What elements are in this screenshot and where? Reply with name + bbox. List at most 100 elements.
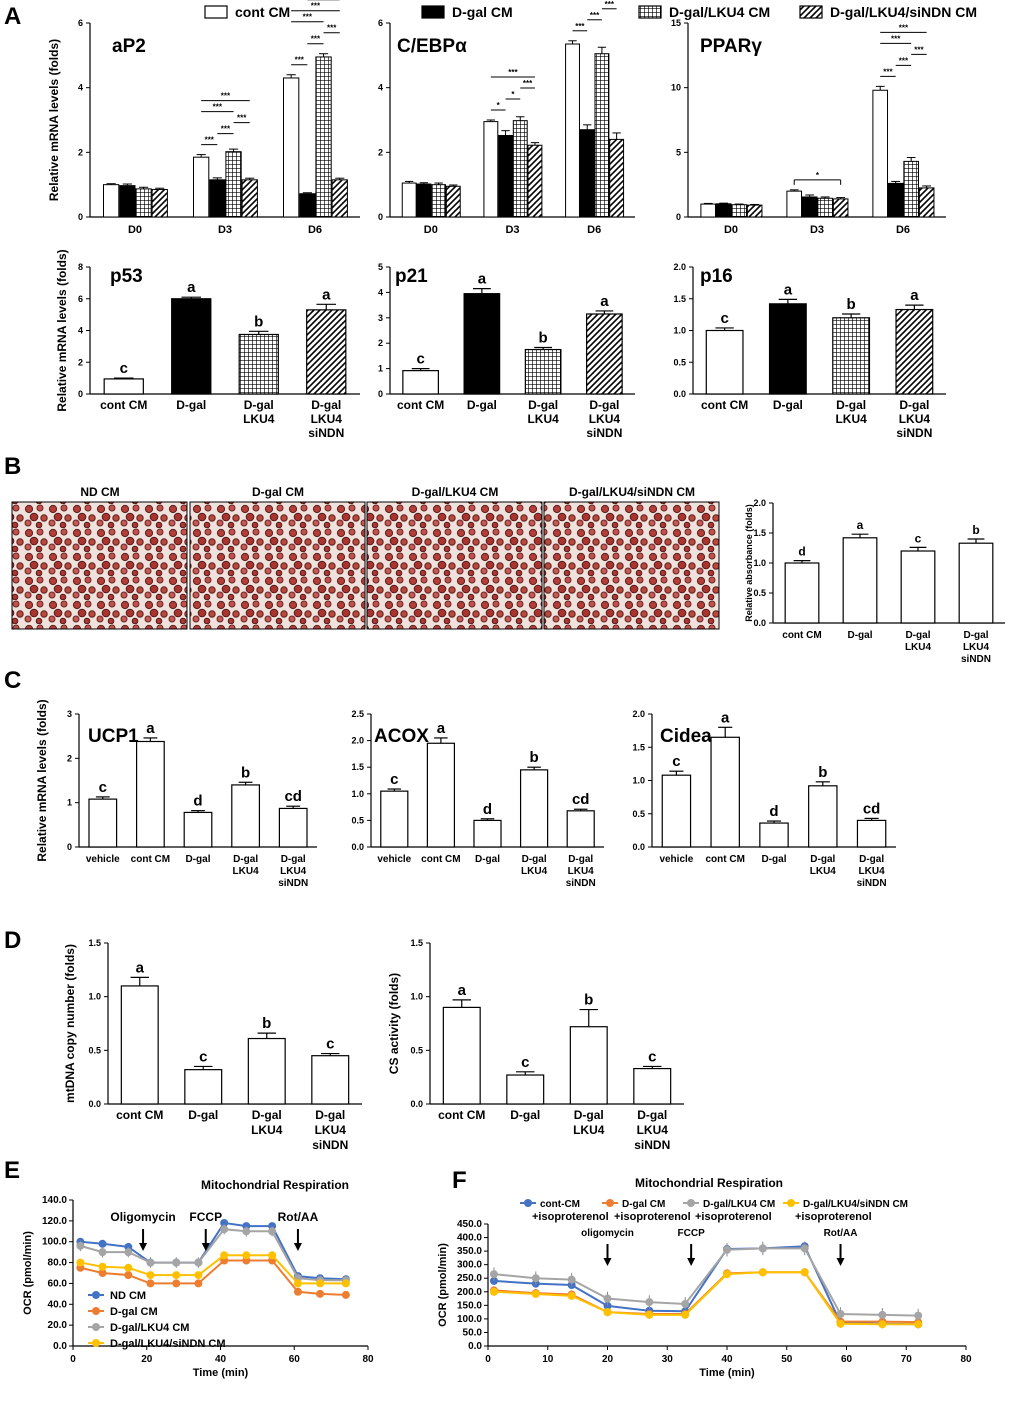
data-point [531,1289,540,1298]
x-tick-label: D-gal [252,1108,282,1122]
x-tick-label: vehicle [659,854,693,865]
data-point [293,1279,302,1288]
sig-label: * [497,101,501,110]
chart-title: p16 [700,266,733,287]
bar [710,736,740,848]
y-tick-label: 4 [378,287,383,297]
y-tick-label: 2.0 [632,709,645,719]
series-line [80,1228,346,1282]
data-point [194,1258,203,1267]
legend-marker [92,1339,100,1347]
x-tick-label: vehicle [377,854,411,865]
x-tick-label: D-gal [188,1108,218,1122]
bar [872,89,889,218]
y-tick-label: 100.0 [457,1314,482,1325]
x-tick-label: LKU4 [810,866,837,877]
bar [483,121,499,218]
sig-label: *** [508,68,518,77]
y-tick-label: 1.0 [753,558,766,568]
y-tick-label: 0 [378,212,383,222]
bar [705,329,744,395]
y-tick-label: 6 [378,18,383,28]
bar [759,822,789,848]
sig-label: *** [303,13,313,22]
legend-swatch [204,5,228,19]
bar [278,807,308,848]
data-point [316,1279,325,1288]
y-tick-label: 1.0 [88,992,101,1002]
x-tick-label: siNDN [634,1138,670,1152]
significance-letter: cd [284,788,302,805]
injection-arrowhead [201,1243,210,1251]
y-tick-label: 0.5 [410,1045,423,1055]
x-tick-label: siNDN [961,654,991,665]
y-tick-label: 0.5 [632,809,645,819]
significance-letter: c [390,771,398,788]
y-tick-label: 0.0 [53,1341,67,1352]
data-point [242,1251,251,1260]
x-tick-label: D0 [424,224,438,236]
data-point [124,1248,133,1257]
chart-UCP1: 0 1 2 3 UCP1 Relative mRNA levels (folds) c veh… [35,699,317,889]
significance-letter: c [120,360,128,377]
data-point [194,1279,203,1288]
x-tick-label: cont CM [116,1108,163,1122]
x-tick-label: D-gal [848,630,873,641]
bar [832,317,871,395]
y-tick-label: 0.0 [351,842,364,852]
x-tick-label: 20 [602,1354,614,1365]
x-tick-label: 20 [141,1354,153,1365]
sig-label: *** [590,11,600,20]
panel-letter: A [4,3,21,30]
x-axis-label: Time (min) [193,1367,249,1379]
bar [103,378,144,395]
sig-label: *** [221,92,231,101]
data-point [603,1294,612,1303]
bar [768,303,807,395]
x-tick-label: D-gal [589,398,619,412]
bar [241,179,258,218]
data-point [567,1291,576,1300]
data-point [220,1251,229,1260]
x-tick-label: cont CM [421,854,460,865]
x-tick-label: D-gal [244,398,274,412]
y-tick-label: 40.0 [48,1299,68,1310]
y-tick-label: 140.0 [42,1195,67,1206]
y-tick-label: 2 [78,147,83,157]
bar [426,742,456,848]
y-tick-label: 0.0 [410,1099,423,1109]
significance-letter: c [521,1054,529,1071]
y-tick-label: 50.0 [463,1327,483,1338]
sig-label: *** [899,56,909,65]
significance-letter: a [784,281,793,298]
y-tick-label: 2 [378,147,383,157]
bar [808,785,838,848]
legend-label: D-gal/LKU4/siNDN CM [830,4,977,20]
y-tick-label: 0 [676,212,681,222]
x-tick-label: D-gal [773,398,803,412]
significance-letter: a [437,720,446,737]
y-tick-label: 3 [378,313,383,323]
x-tick-label: D-gal [906,630,931,641]
data-point [758,1268,767,1277]
x-tick-label: D-gal [810,854,835,865]
y-tick-label: 6 [78,18,83,28]
sig-label: *** [221,125,231,134]
panel-letter: D [4,927,21,954]
bar [402,370,439,395]
x-tick-label: LKU4 [637,1123,669,1137]
significance-letter: a [187,279,196,296]
injection-arrowhead [836,1258,845,1266]
x-tick-label: D-gal [281,854,306,865]
y-tick-label: 5 [378,262,383,272]
y-tick-label: 2.0 [351,736,364,746]
bar [731,204,747,218]
chart-E: 0.0 20.0 40.0 60.0 80.0 100.0 120.0 140.0 0 20 40 6… [22,1178,374,1379]
x-tick-label: siNDN [308,426,344,440]
x-tick-label: 40 [215,1354,227,1365]
sig-label: *** [914,45,924,54]
bar [887,182,904,218]
y-axis-label: Relative mRNA levels (folds) [55,249,69,411]
y-tick-label: 0.0 [753,618,766,628]
bar [88,798,118,848]
